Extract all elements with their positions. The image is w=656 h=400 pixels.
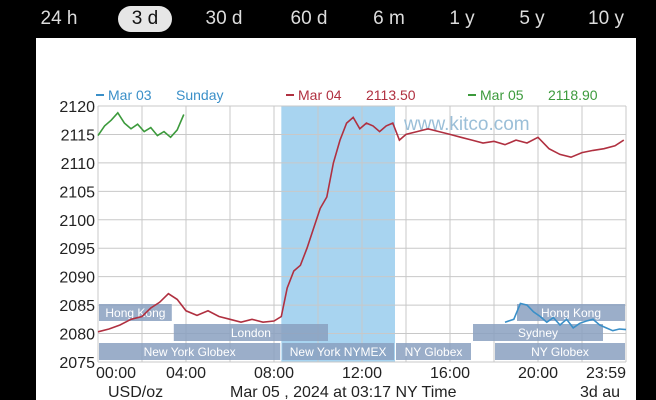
chart-panel: www.kitco.com Hong Kong London New York Glo… <box>36 38 636 400</box>
tab-60d[interactable]: 60 d <box>290 8 328 29</box>
y-tick-label: 2085 <box>59 298 95 315</box>
y-tick-label: 2120 <box>59 99 95 116</box>
legend-date: Mar 05 <box>480 87 524 103</box>
tab-6m[interactable]: 6 m <box>373 8 405 29</box>
session-bar <box>396 343 471 360</box>
session-bar <box>282 343 394 360</box>
legend-date: Mar 04 <box>298 87 342 103</box>
x-tick-label: 23:59 <box>586 365 626 382</box>
tab-24h[interactable]: 24 h <box>40 8 78 29</box>
session-bar <box>173 324 328 341</box>
session-bar <box>495 343 625 360</box>
x-tick-label: 00:00 <box>96 365 136 382</box>
tab-30d[interactable]: 30 d <box>205 8 243 29</box>
session-label: NY Globex <box>405 345 463 359</box>
x-tick-label: 08:00 <box>254 365 294 382</box>
session-bar <box>473 324 603 341</box>
series-line-mar-03 <box>504 302 627 332</box>
range-footer-label: 3d au <box>580 384 620 400</box>
unit-label: USD/oz <box>108 384 163 400</box>
session-label: Sydney <box>518 326 558 340</box>
tab-3d[interactable]: 3 d <box>118 6 172 32</box>
series-line-mar-05 <box>97 111 185 139</box>
y-tick-label: 2100 <box>59 213 95 230</box>
session-label: New York NYMEX <box>290 345 387 359</box>
y-tick-label: 2090 <box>59 270 95 287</box>
series-line-mar-04 <box>97 116 625 333</box>
gold-price-chart: www.kitco.com Hong Kong London New York Glo… <box>59 87 627 400</box>
x-tick-label: 16:00 <box>430 365 470 382</box>
x-tick-label: 12:00 <box>342 365 382 382</box>
session-label: Hong Kong <box>541 306 601 320</box>
session-bar <box>99 304 172 321</box>
x-tick-label: 04:00 <box>166 365 206 382</box>
session-bar <box>517 304 625 321</box>
tab-5y[interactable]: 5 y <box>519 8 545 29</box>
timestamp-label: Mar 05 , 2024 at 03:17 NY Time <box>230 384 457 400</box>
y-tick-label: 2075 <box>59 355 95 372</box>
y-tick-label: 2105 <box>59 184 95 201</box>
legend-value: 2118.90 <box>548 87 598 103</box>
y-tick-label: 2110 <box>61 156 96 173</box>
x-tick-label: 20:00 <box>518 365 558 382</box>
tab-1y[interactable]: 1 y <box>449 8 475 29</box>
session-label: London <box>231 326 271 340</box>
legend-value: 2113.50 <box>366 87 416 103</box>
session-bar <box>99 343 281 360</box>
legend-date: Mar 03 <box>108 87 152 103</box>
session-label: NY Globex <box>531 345 589 359</box>
y-tick-label: 2080 <box>59 327 95 344</box>
watermark: www.kitco.com <box>403 114 530 135</box>
y-tick-label: 2095 <box>59 241 95 258</box>
session-label: New York Globex <box>144 345 236 359</box>
session-label: Hong Kong <box>105 306 165 320</box>
y-tick-label: 2115 <box>61 127 96 144</box>
range-tabs: 24 h 3 d 30 d 60 d 6 m 1 y 5 y 10 y <box>0 0 656 36</box>
tab-10y[interactable]: 10 y <box>588 8 624 29</box>
legend-value: Sunday <box>176 87 223 103</box>
